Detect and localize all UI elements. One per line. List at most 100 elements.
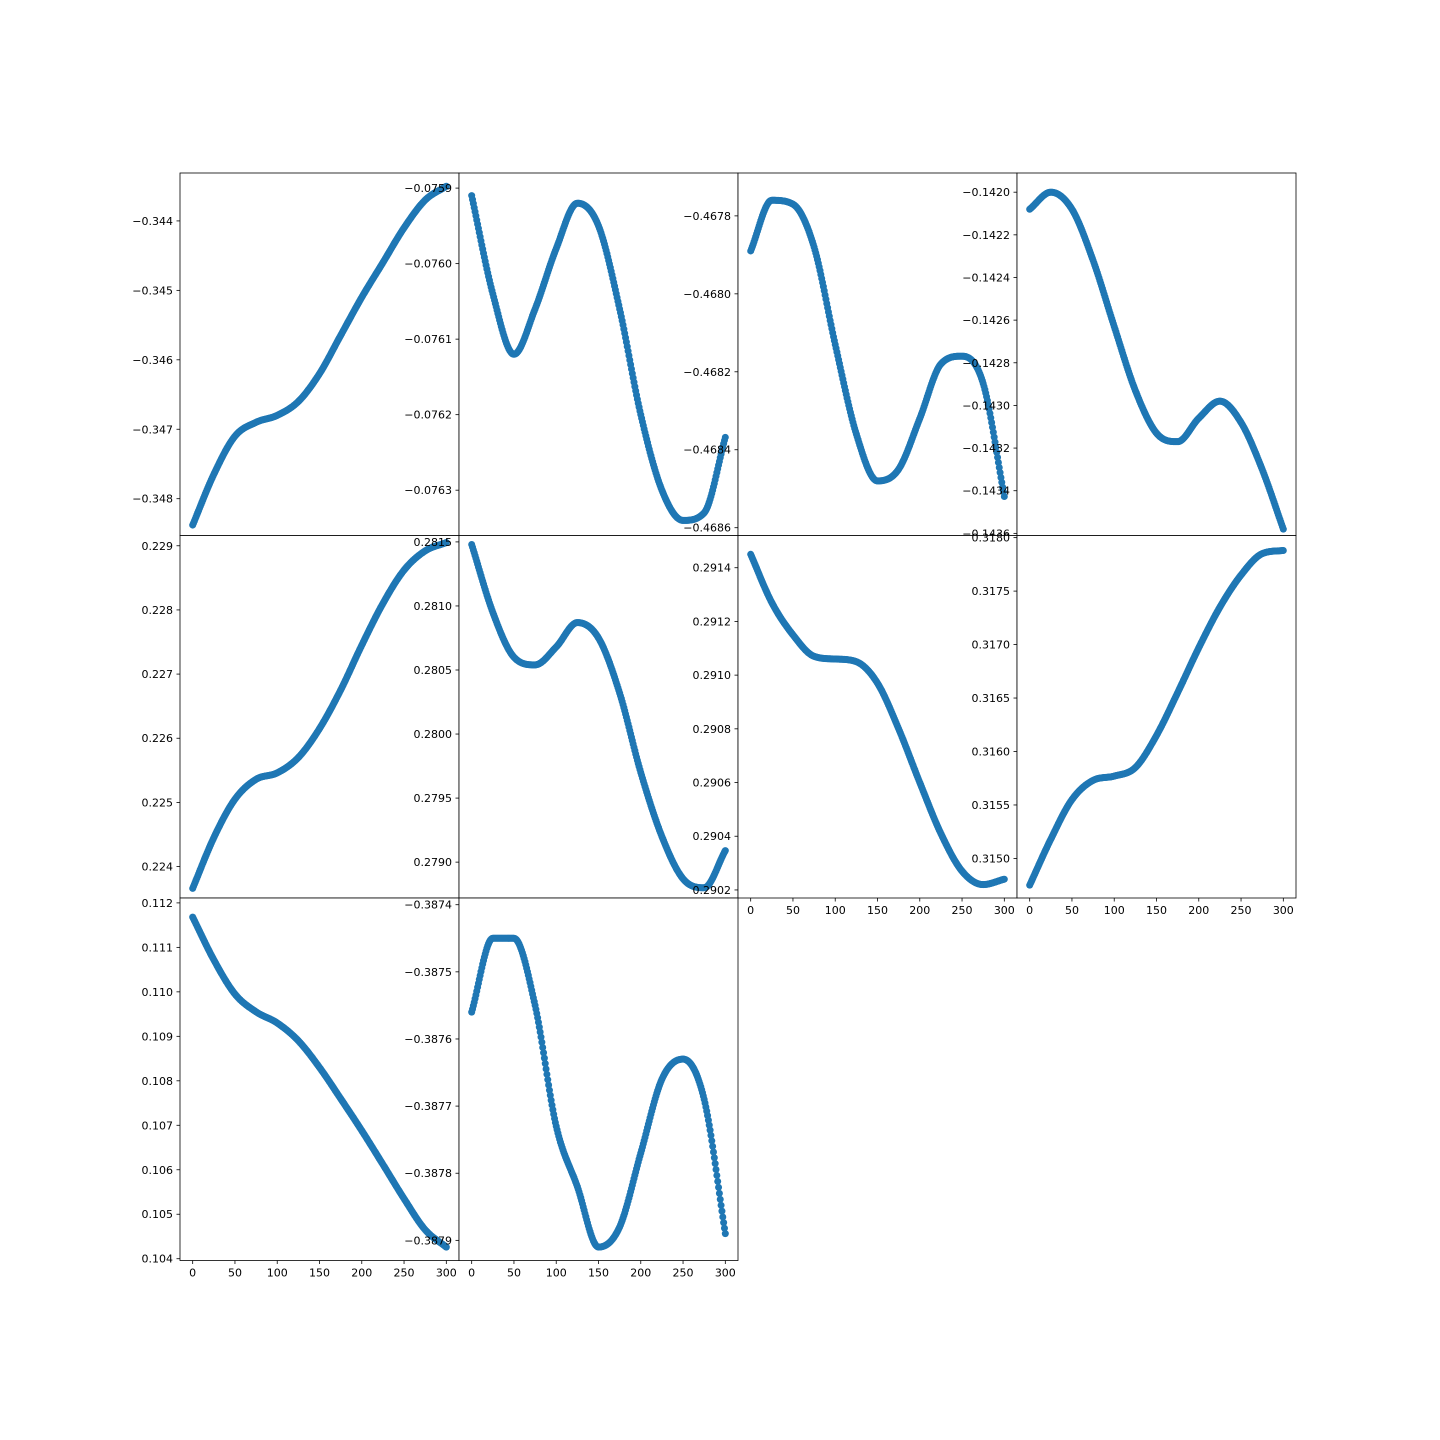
x-tick-label: 200: [1188, 904, 1209, 917]
y-tick-label: −0.1424: [962, 271, 1010, 284]
y-tick-label: 0.112: [142, 897, 174, 910]
scatter-series: [747, 196, 1008, 501]
y-tick-label: −0.4678: [683, 210, 731, 223]
y-tick-label: 0.224: [142, 861, 174, 874]
data-point: [706, 1126, 714, 1134]
y-tick-label: −0.1426: [962, 314, 1010, 327]
axes-background: [180, 173, 459, 536]
y-tick-label: 0.3170: [972, 639, 1011, 652]
x-tick-label: 150: [867, 904, 888, 917]
data-point: [708, 1137, 716, 1145]
x-tick-label: 100: [546, 1267, 567, 1280]
data-point: [721, 1230, 729, 1238]
y-tick-label: −0.1428: [962, 357, 1010, 370]
axes-background: [180, 898, 459, 1261]
data-point: [539, 1043, 547, 1051]
y-tick-label: −0.1432: [962, 442, 1010, 455]
data-point: [720, 1224, 728, 1232]
data-point: [442, 539, 450, 547]
y-tick-label: 0.110: [142, 986, 174, 999]
y-tick-label: 0.3150: [972, 852, 1011, 865]
axes-background: [459, 535, 738, 898]
data-point: [719, 1213, 727, 1221]
data-point: [721, 433, 729, 441]
y-tick-label: 0.106: [142, 1164, 174, 1177]
subplot-3: −0.4678 −0.4680 −0.4682 −0.4684 −0.4686: [683, 172, 1018, 536]
data-point: [542, 1065, 550, 1073]
y-tick-label: −0.3879: [404, 1234, 452, 1247]
data-point: [545, 1081, 553, 1089]
data-point: [1279, 546, 1287, 554]
data-point: [544, 1076, 552, 1084]
y-tick-label: −0.0763: [404, 484, 452, 497]
y-tick-label: −0.348: [132, 493, 173, 506]
y-tick-label: 0.111: [142, 941, 174, 954]
axes-background: [738, 173, 1017, 536]
axes-background: [459, 898, 738, 1261]
y-tick-label: −0.1420: [962, 186, 1010, 199]
y-tick-label: −0.344: [132, 215, 173, 228]
y-tick-label: 0.226: [142, 732, 174, 745]
y-tick-label: 0.3155: [972, 799, 1011, 812]
y-tick-label: 0.2906: [693, 777, 732, 790]
data-point: [707, 1131, 715, 1139]
subplot-4: −0.1420 −0.1422 −0.1424 −0.1426 −0.1428 −0.14…: [962, 172, 1297, 540]
y-tick-label: −0.4686: [683, 522, 731, 535]
data-point: [714, 1177, 722, 1185]
y-tick-label: −0.4680: [683, 288, 731, 301]
y-tick-label: 0.227: [142, 668, 174, 681]
data-point: [718, 1207, 726, 1215]
x-tick-label: 250: [394, 1267, 415, 1280]
data-point: [717, 1201, 725, 1209]
subplot-10: −0.3874 −0.3875 −0.3876 −0.3877 −0.3878 −0.38…: [404, 897, 739, 1280]
subplot-5: 0.229 0.228 0.227 0.226 0.225 0.224: [142, 535, 460, 899]
x-tick-label: 0: [189, 1267, 196, 1280]
data-point: [442, 1243, 450, 1251]
y-tick-label: 0.225: [142, 796, 174, 809]
y-tick-label: 0.228: [142, 604, 174, 617]
data-point: [709, 1142, 717, 1150]
y-tick-label: −0.4682: [683, 366, 731, 379]
x-tick-label: 100: [1104, 904, 1125, 917]
y-tick-label: −0.3876: [404, 1033, 452, 1046]
y-tick-label: 0.3175: [972, 585, 1011, 598]
data-point: [713, 1171, 721, 1179]
y-tick-label: 0.2904: [693, 830, 732, 843]
y-tick-label: 0.2908: [693, 723, 732, 736]
axes-background: [1017, 173, 1296, 536]
subplot-1: −0.344 −0.345 −0.346 −0.347 −0.348: [132, 172, 460, 536]
data-point: [1279, 525, 1287, 533]
x-tick-label: 50: [228, 1267, 242, 1280]
y-tick-label: 0.2800: [414, 728, 453, 741]
scatter-series: [189, 539, 450, 892]
data-point: [710, 1154, 718, 1162]
subplot-9: 0.112 0.111 0.110 0.109 0.108 0.107 0.106 0.105…: [142, 897, 460, 1280]
y-tick-label: −0.0760: [404, 258, 452, 271]
scatter-series: [468, 192, 729, 524]
x-tick-label: 0: [1026, 904, 1033, 917]
y-tick-label: 0.2910: [693, 669, 732, 682]
y-tick-label: 0.3165: [972, 692, 1011, 705]
y-tick-label: 0.2912: [693, 615, 732, 628]
y-tick-label: 0.229: [142, 540, 174, 553]
y-tick-label: −0.0762: [404, 409, 452, 422]
x-tick-label: 200: [909, 904, 930, 917]
data-point: [720, 1219, 728, 1227]
data-point: [711, 1160, 719, 1168]
y-tick-label: 0.109: [142, 1030, 174, 1043]
x-tick-label: 300: [436, 1267, 457, 1280]
scatter-series: [747, 550, 1008, 889]
scatter-series: [189, 182, 450, 529]
x-tick-label: 50: [1065, 904, 1079, 917]
y-tick-label: −0.0761: [404, 333, 452, 346]
y-tick-label: −0.4684: [683, 444, 731, 457]
subplot-8: 0.3180 0.3175 0.3170 0.3165 0.3160 0.3155 0.31…: [972, 532, 1297, 917]
x-tick-label: 0: [468, 1267, 475, 1280]
axes-background: [738, 535, 1017, 898]
axes-background: [1017, 535, 1296, 898]
axes-background: [180, 535, 459, 898]
x-tick-label: 250: [673, 1267, 694, 1280]
y-tick-label: 0.108: [142, 1075, 174, 1088]
scatter-series: [468, 540, 729, 892]
y-tick-label: 0.2790: [414, 856, 453, 869]
